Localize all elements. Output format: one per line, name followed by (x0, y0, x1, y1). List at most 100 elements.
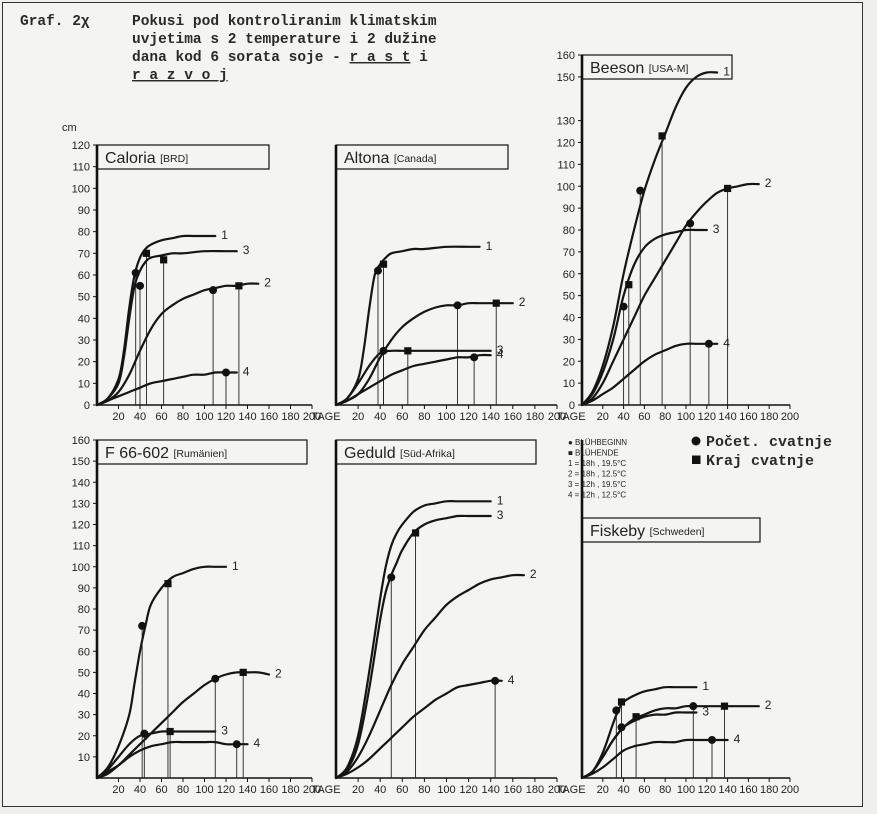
y-tick-label: 60 (78, 646, 90, 658)
x-tick-label: 160 (504, 784, 522, 796)
flowering-end-marker (632, 713, 640, 721)
title-line-1: Pokusi pod kontroliranim klimatskim (132, 14, 437, 30)
x-tick-label: 20 (352, 784, 364, 796)
panel-f-66-602: 1020304050607080901001101201301401501602… (72, 435, 341, 796)
y-tick-label: 20 (563, 356, 575, 368)
y-tick-label: 80 (78, 227, 90, 239)
x-tick-label: 200 (548, 784, 566, 796)
series-label-2: 2 (519, 295, 526, 309)
flowering-start-marker (140, 729, 149, 738)
title-line-4: r a z v o j (132, 68, 228, 84)
series-label-3: 3 (713, 222, 720, 236)
x-tick-label: 80 (177, 784, 189, 796)
y-tick-label: 50 (563, 291, 575, 303)
series-label-1: 1 (723, 65, 730, 79)
x-tick-label: 200 (303, 784, 321, 796)
panel-subtitle: [Rumänien] (173, 448, 227, 460)
x-tick-label: 120 (459, 411, 477, 423)
flowering-start-marker (612, 706, 621, 715)
x-tick-label: 100 (677, 784, 695, 796)
y-tick-label: 90 (78, 583, 90, 595)
y-tick-label: 100 (72, 562, 90, 574)
series-label-4: 4 (497, 347, 504, 361)
x-tick-label: 40 (374, 411, 386, 423)
x-tick-label: 180 (760, 411, 778, 423)
y-tick-label: 140 (72, 477, 90, 489)
flowering-start-marker (138, 621, 147, 630)
series-line-3 (334, 514, 492, 780)
flowering-start-marker (222, 368, 230, 377)
series-line-4 (95, 740, 249, 780)
panel-title: F 66-602 [Rumänien] (105, 445, 227, 462)
x-tick-label: 100 (437, 411, 455, 423)
flowering-end-marker (404, 347, 412, 355)
y-tick-label: 40 (563, 313, 575, 325)
x-tick-label: 140 (238, 411, 256, 423)
x-tick-label: 60 (396, 784, 408, 796)
x-tick-label: 40 (374, 784, 386, 796)
series-label-1: 1 (497, 493, 504, 507)
y-tick-label: 50 (78, 292, 90, 304)
legend-large-label: Počet. cvatnje (706, 434, 832, 451)
series-line-3 (580, 228, 708, 407)
flowering-end-marker (724, 184, 732, 193)
flowering-start-marker (453, 301, 462, 310)
panel-subtitle: [Süd-Afrika] (400, 448, 455, 460)
y-tick-label: 130 (557, 116, 575, 128)
panel-title: Beeson [USA-M] (590, 60, 688, 77)
series-label-2: 2 (765, 698, 772, 712)
series-label-4: 4 (734, 732, 741, 746)
series-label-4: 4 (254, 736, 261, 750)
y-tick-label: 110 (557, 159, 575, 171)
y-tick-label: 70 (563, 247, 575, 259)
x-tick-label: 200 (303, 411, 321, 423)
x-tick-label: 160 (739, 411, 757, 423)
flowering-start-marker (232, 740, 241, 749)
y-tick-label: 160 (557, 50, 575, 62)
panel-title-box (96, 144, 270, 170)
x-unit-label: TAGE (556, 784, 585, 796)
legend-small-item: 3 = 12h , 19.5°C (568, 480, 626, 489)
y-tick-label: 40 (78, 689, 90, 701)
y-unit-label: cm (62, 122, 77, 134)
flowering-start-marker (470, 353, 479, 362)
y-tick-label: 10 (78, 752, 90, 764)
legend-small-item: 4 = 12h , 12.5°C (568, 491, 626, 500)
x-tick-label: 100 (195, 411, 213, 423)
x-tick-label: 200 (548, 411, 566, 423)
y-tick-label: 30 (78, 710, 90, 722)
legend-square-marker (692, 455, 701, 464)
y-tick-label: 60 (563, 269, 575, 281)
flowering-end-marker (720, 702, 729, 710)
series-label-1: 1 (232, 559, 239, 573)
flowering-end-marker (142, 249, 151, 257)
panel-fiskeby: 20 40 60 80 100 120 140 160 180 200 Fiskeby [Schwe… (580, 440, 799, 796)
series-line-4 (580, 738, 729, 780)
y-tick-label: 80 (563, 225, 575, 237)
y-tick-label: 110 (72, 541, 90, 553)
panel-title: Fiskeby [Schweden] (590, 523, 705, 540)
panel-title: Caloria [BRD] (105, 150, 188, 167)
flowering-end-marker (166, 727, 174, 736)
y-tick-label: 110 (72, 162, 90, 174)
x-tick-label: 120 (217, 784, 235, 796)
flowering-start-marker (617, 723, 626, 732)
title-underlined: r a z v o j (132, 68, 228, 84)
series-line-1 (334, 245, 481, 407)
panel-caloria: 0 10 20 30 40 50 60 70 80 90 100 110 120 cm 20 40 60 80 10… (62, 122, 341, 423)
flowering-end-marker (379, 260, 388, 268)
series-line-3 (334, 349, 492, 407)
y-tick-label: 70 (78, 625, 90, 637)
x-tick-label: 40 (617, 784, 629, 796)
y-tick-label: 30 (78, 335, 90, 347)
series-line-4 (334, 679, 503, 780)
series-label-2: 2 (275, 666, 282, 680)
flowering-start-marker (387, 573, 396, 582)
panel-title: Altona [Canada] (344, 150, 437, 167)
panel-title: Geduld [Süd-Afrika] (344, 445, 455, 462)
y-tick-label: 30 (563, 334, 575, 346)
series-label-4: 4 (723, 336, 730, 350)
flowering-start-marker (704, 339, 713, 348)
y-tick-label: 130 (72, 498, 90, 510)
